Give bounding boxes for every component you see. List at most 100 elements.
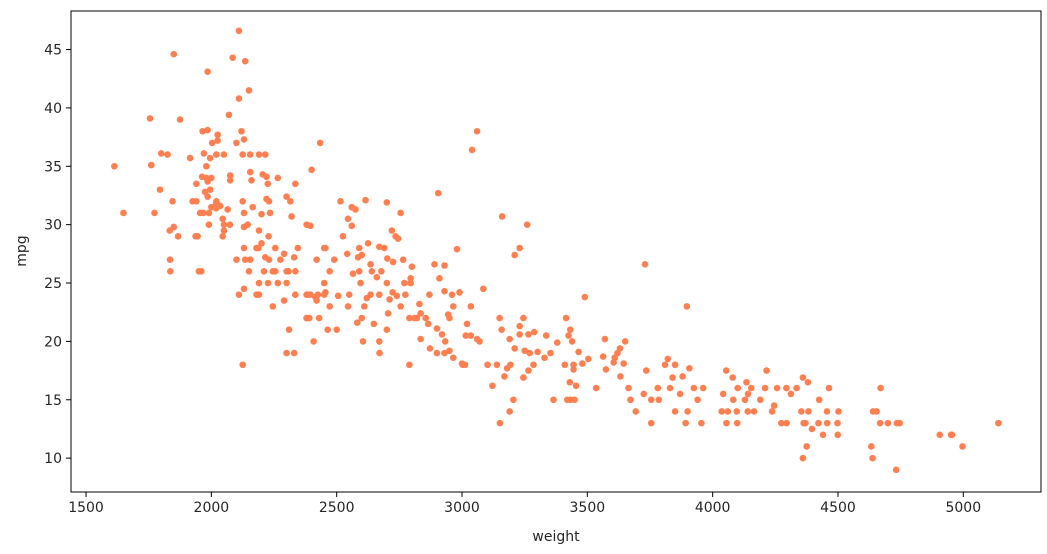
data-point <box>240 209 248 217</box>
data-point <box>819 431 827 439</box>
data-point <box>562 314 570 322</box>
data-point <box>498 326 505 334</box>
data-point <box>206 186 214 193</box>
data-point <box>579 360 586 367</box>
data-point <box>473 127 481 135</box>
x-axis-label: weight <box>532 529 580 545</box>
data-point <box>402 291 409 299</box>
data-point <box>534 348 541 356</box>
data-point <box>219 233 226 240</box>
data-point <box>793 384 800 392</box>
data-point <box>516 322 523 330</box>
data-point <box>204 193 211 200</box>
data-point <box>671 361 679 369</box>
data-point <box>169 198 176 205</box>
data-point <box>357 279 364 287</box>
x-tick-label: 2500 <box>319 500 355 516</box>
data-point <box>376 349 383 357</box>
data-point <box>308 166 315 174</box>
data-point <box>307 222 314 230</box>
data-point <box>723 419 730 427</box>
data-point <box>682 419 689 427</box>
data-point <box>345 291 353 299</box>
data-point <box>244 221 252 228</box>
data-point <box>193 198 200 205</box>
x-tick-label: 4000 <box>695 500 731 516</box>
data-point <box>214 137 221 144</box>
data-point <box>263 173 270 181</box>
data-point <box>226 172 234 179</box>
data-point <box>750 408 758 415</box>
data-point <box>601 335 609 343</box>
data-point <box>566 326 574 334</box>
data-point <box>292 291 299 299</box>
data-point <box>229 54 236 61</box>
data-point <box>287 198 294 205</box>
data-point <box>744 408 752 415</box>
data-point <box>743 378 750 386</box>
data-point <box>194 233 201 240</box>
data-point <box>511 345 518 352</box>
data-point <box>550 396 557 404</box>
data-point <box>246 151 254 158</box>
data-point <box>671 408 679 415</box>
data-point <box>186 154 194 162</box>
data-point <box>436 275 443 282</box>
data-point <box>664 355 672 363</box>
data-point <box>386 296 393 303</box>
data-point <box>170 223 178 231</box>
data-point <box>111 162 118 170</box>
y-tick-label: 10 <box>44 451 62 467</box>
data-point <box>220 151 228 158</box>
data-point <box>438 331 446 338</box>
data-point <box>276 256 284 263</box>
data-point <box>260 268 268 275</box>
data-point <box>378 268 385 275</box>
data-point <box>666 384 674 392</box>
data-point <box>570 361 577 369</box>
data-point <box>146 115 154 122</box>
data-point <box>627 396 634 404</box>
y-axis-ticks: 10 15 20 25 30 35 40 45 <box>44 43 71 467</box>
data-point <box>283 279 290 287</box>
data-point <box>241 256 249 263</box>
x-tick-label: 3000 <box>444 500 480 516</box>
data-point <box>566 378 574 386</box>
data-point <box>501 373 508 380</box>
data-point <box>310 338 317 345</box>
data-point <box>654 384 662 392</box>
data-point <box>655 396 663 404</box>
data-point <box>426 345 434 352</box>
data-point <box>441 287 448 295</box>
data-point <box>462 332 470 339</box>
data-point <box>384 310 392 317</box>
data-point <box>542 332 550 339</box>
data-point <box>393 292 401 300</box>
data-point <box>722 367 730 374</box>
data-point <box>375 291 383 299</box>
data-point <box>304 291 311 299</box>
data-point <box>249 203 257 211</box>
data-point <box>761 384 769 392</box>
data-point <box>641 261 649 268</box>
data-point <box>493 361 501 369</box>
data-point <box>326 268 333 275</box>
data-point <box>358 314 366 322</box>
data-point <box>541 354 548 362</box>
data-point <box>226 176 234 184</box>
data-point <box>724 408 731 415</box>
data-point <box>322 244 329 252</box>
data-point <box>208 203 215 211</box>
data-point <box>239 151 246 158</box>
data-point <box>453 245 461 253</box>
data-point <box>868 443 875 450</box>
data-point <box>876 419 884 427</box>
data-point <box>448 291 456 299</box>
data-point <box>503 364 511 372</box>
data-point <box>804 378 812 386</box>
data-point <box>825 384 833 392</box>
data-point <box>253 291 260 299</box>
data-point <box>625 384 632 392</box>
data-point <box>446 347 453 355</box>
data-point <box>449 354 457 362</box>
